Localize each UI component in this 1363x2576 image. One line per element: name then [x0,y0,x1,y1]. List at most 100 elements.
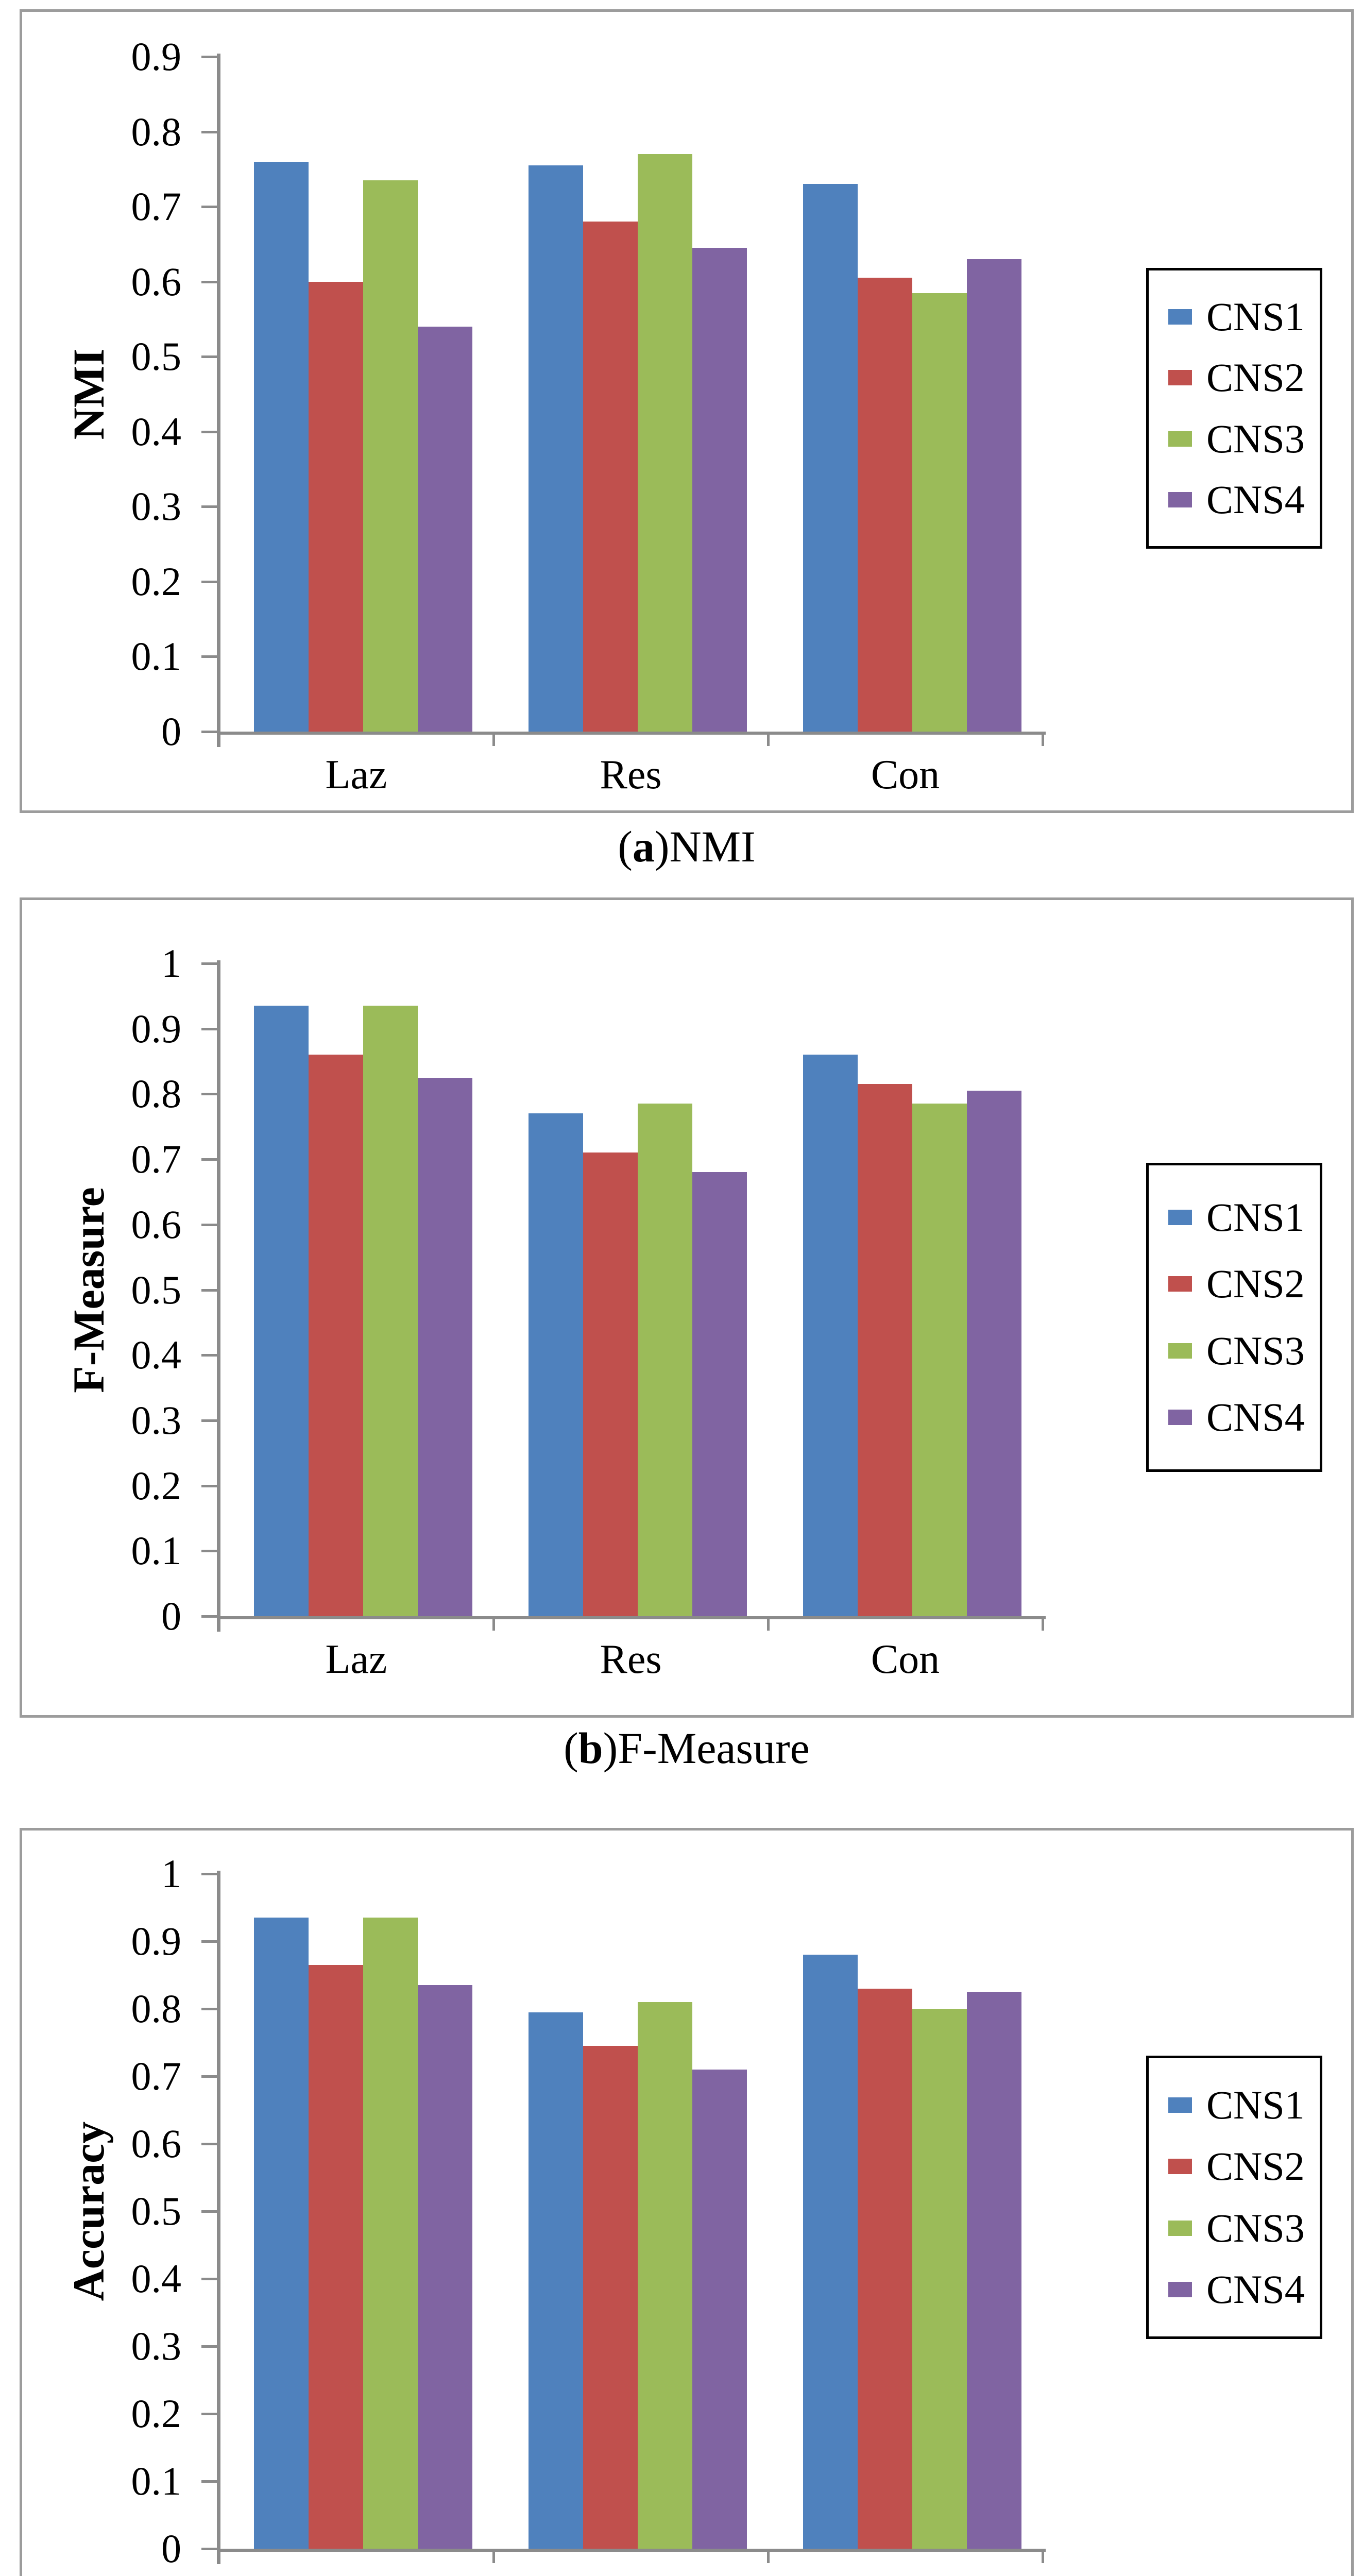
y-axis-title: NMI [64,348,113,440]
legend-item-label: CNS1 [1206,294,1305,339]
bar-cns4-laz [418,327,472,732]
y-axis-title: Accuracy [64,2121,113,2301]
bar-cns3-con [912,1104,967,1616]
y-axis-tick-mark [201,1027,217,1030]
x-category-label: Laz [325,1637,387,1682]
y-axis-title: F-Measure [64,1187,113,1393]
y-axis-tick-mark [201,280,217,283]
caption-letter: b [578,1723,603,1773]
legend-item-label: CNS2 [1206,2144,1305,2189]
x-axis-tick-mark [218,732,220,746]
figure-caption: (a)NMI [20,824,1354,881]
figure-caption: (b)F-Measure [20,1726,1354,1783]
legend-item-label: CNS4 [1206,477,1305,522]
y-axis-tick-label: 0.9 [131,1919,182,1963]
legend-item-cns1: CNS1 [1168,1197,1320,1238]
x-axis-tick-mark [767,1616,770,1631]
y-axis-tick-label: 0.8 [131,109,182,154]
x-axis-tick-mark [218,2549,220,2563]
bar-cns3-res [638,2002,692,2549]
legend-item-cns4: CNS4 [1168,1397,1320,1437]
y-axis-tick-mark [201,2278,217,2280]
bar-cns3-con [912,293,967,732]
bar-cns1-laz [254,161,309,732]
bar-cns4-laz [418,1985,472,2549]
legend-swatch-cns4 [1168,2282,1192,2298]
bar-cns4-res [692,248,747,732]
legend-item-cns3: CNS3 [1168,416,1320,461]
y-axis-tick-label: 0.8 [131,1071,182,1116]
caption-paren-open: ( [618,822,633,871]
x-category-label: Laz [325,752,387,798]
legend-item-label: CNS3 [1206,416,1305,461]
bar-cns3-laz [363,1918,418,2549]
y-axis-tick-mark [201,1940,217,1943]
y-axis-tick-label: 0.7 [131,1137,182,1182]
caption-text: F-Measure [618,1723,810,1773]
legend-item-label: CNS3 [1206,2205,1305,2250]
y-axis-tick-label: 0.1 [131,1528,182,1573]
bar-cns2-con [858,1988,912,2549]
legend-item-cns1: CNS1 [1168,294,1320,339]
caption-letter: a [632,822,655,871]
legend-item-cns2: CNS2 [1168,1264,1320,1304]
x-category-label: Laz [219,2571,493,2576]
y-axis-tick-mark [201,731,217,733]
y-axis-tick-mark [201,1289,217,1292]
x-category-label: Con [871,752,940,798]
bar-cns2-con [858,1084,912,1616]
bar-cns3-res [638,1104,692,1616]
legend-item-label: CNS4 [1206,1395,1305,1440]
bar-cns1-res [529,1113,583,1616]
y-axis-tick-mark [201,505,217,509]
x-axis-tick-mark [1042,2549,1044,2563]
y-axis-tick-mark [201,1419,217,1422]
y-axis-tick-mark [201,2345,217,2348]
y-axis-tick-mark [201,1093,217,1096]
bar-cns4-con [967,259,1021,732]
y-axis-tick-mark [201,130,217,133]
y-axis-line [217,960,220,1632]
y-axis-tick-label: 0 [161,2526,181,2571]
bar-cns1-laz [254,1918,309,2549]
legend-swatch-cns4 [1168,492,1192,508]
bar-cns2-laz [309,1055,363,1616]
bar-cns3-laz [363,180,418,732]
bar-cns2-con [858,278,912,732]
legend-item-label: CNS3 [1206,1328,1305,1373]
bar-cns1-res [529,165,583,732]
y-axis-tick-label: 0 [161,1594,181,1638]
y-axis-tick-mark [201,1354,217,1357]
legend-swatch-cns2 [1168,2159,1192,2175]
bar-cns3-res [638,154,692,732]
x-axis-tick-mark [492,732,495,746]
caption-text: NMI [669,822,756,871]
y-axis-tick-mark [201,2210,217,2213]
x-axis-tick-mark [492,2549,495,2563]
bar-cns2-res [583,2046,638,2549]
y-axis-tick-label: 0.6 [131,259,182,304]
y-axis-tick-mark [201,206,217,209]
legend-item-cns3: CNS3 [1168,1328,1320,1373]
legend-item-label: CNS4 [1206,2267,1305,2312]
y-axis-tick-mark [201,1484,217,1487]
y-axis-tick-mark [201,355,217,359]
x-category-label: Res [493,2571,768,2576]
y-axis-tick-mark [201,962,217,965]
bar-cns4-res [692,1172,747,1616]
y-axis-tick-mark [201,2143,217,2145]
y-axis-tick-label: 0.9 [131,34,182,79]
bar-cns3-con [912,2009,967,2549]
legend-swatch-cns2 [1168,370,1192,386]
x-axis-tick-mark [1042,1616,1044,1631]
y-axis-tick-label: 0.5 [131,1267,182,1312]
y-axis-tick-mark [201,1550,217,1553]
y-axis-tick-mark [201,430,217,433]
y-axis-tick-label: 0.3 [131,484,182,529]
legend-item-cns1: CNS1 [1168,2084,1320,2125]
x-axis-tick-mark [767,2549,770,2563]
y-axis-tick-mark [201,2075,217,2078]
